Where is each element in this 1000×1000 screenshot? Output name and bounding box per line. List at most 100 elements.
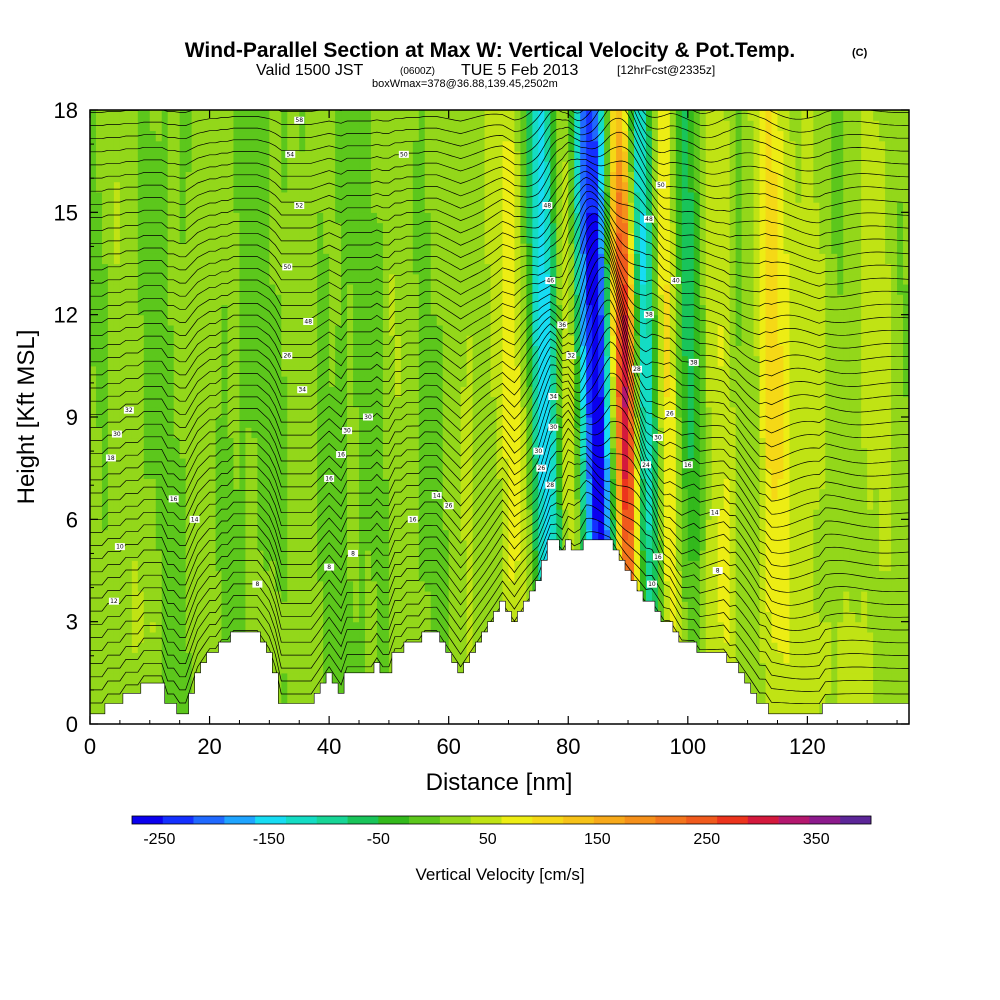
velocity-cell (233, 110, 241, 121)
velocity-cell (233, 150, 241, 162)
velocity-cell (281, 550, 288, 561)
velocity-cell (137, 263, 145, 275)
velocity-cell (370, 263, 378, 275)
velocity-cell (257, 498, 264, 510)
velocity-cell (359, 181, 366, 193)
velocity-cell (167, 263, 175, 275)
velocity-cell (418, 202, 426, 213)
velocity-cell (538, 488, 545, 500)
velocity-cell (281, 642, 288, 653)
velocity-cell (472, 355, 480, 367)
velocity-cell (311, 140, 318, 152)
velocity-cell (251, 294, 258, 306)
velocity-cell (197, 283, 205, 295)
velocity-cell (568, 161, 575, 172)
velocity-cell (221, 386, 229, 398)
velocity-cell (382, 294, 390, 306)
velocity-cell (460, 406, 468, 418)
velocity-cell (335, 539, 342, 551)
velocity-cell (520, 161, 527, 172)
velocity-cell (496, 580, 504, 592)
velocity-cell (418, 386, 426, 398)
velocity-cell (251, 335, 258, 346)
velocity-cell (179, 243, 187, 254)
velocity-cell (293, 110, 300, 121)
velocity-cell (436, 294, 444, 306)
velocity-cell (251, 324, 258, 336)
velocity-cell (245, 509, 253, 520)
velocity-cell (400, 283, 408, 295)
velocity-cell (323, 243, 330, 254)
velocity-cell (508, 212, 516, 224)
velocity-cell (370, 519, 378, 531)
velocity-cell (359, 570, 366, 582)
velocity-cell (275, 283, 282, 295)
velocity-cell (335, 335, 342, 346)
velocity-cell (149, 642, 157, 653)
velocity-cell (442, 478, 450, 490)
velocity-cell (556, 150, 563, 162)
velocity-cell (496, 417, 504, 428)
velocity-cell (364, 437, 372, 449)
velocity-cell (460, 539, 468, 551)
velocity-cell (574, 437, 581, 449)
chart-subtitle: Valid 1500 JST (0600Z) TUE 5 Feb 2013 [1… (256, 62, 715, 79)
velocity-cell (257, 406, 264, 418)
velocity-cell (233, 263, 241, 275)
velocity-cell (400, 181, 408, 193)
velocity-cell (466, 212, 474, 224)
velocity-cell (370, 345, 378, 357)
velocity-cell (430, 570, 438, 582)
velocity-cell (364, 529, 372, 541)
velocity-cell (149, 253, 157, 265)
velocity-cell (400, 294, 408, 306)
velocity-cell (406, 222, 414, 234)
velocity-cell (287, 550, 294, 561)
velocity-cell (203, 232, 211, 244)
velocity-cell (95, 406, 103, 418)
velocity-cell (568, 324, 575, 336)
velocity-cell (281, 283, 288, 295)
velocity-cell (287, 672, 294, 684)
velocity-cell (233, 539, 241, 551)
velocity-cell (472, 314, 480, 326)
velocity-cell (245, 130, 253, 142)
velocity-cell (90, 365, 97, 377)
velocity-cell (436, 580, 444, 592)
velocity-cell (359, 150, 366, 162)
velocity-cell (215, 601, 223, 613)
velocity-cell (155, 181, 163, 193)
velocity-cell (580, 478, 587, 490)
velocity-cell (406, 120, 414, 132)
velocity-cell (245, 120, 253, 132)
velocity-cell (454, 529, 462, 541)
velocity-cell (472, 202, 480, 213)
velocity-cell (191, 150, 199, 162)
velocity-cell (406, 550, 414, 561)
velocity-cell (478, 150, 486, 162)
velocity-cell (580, 171, 587, 183)
velocity-cell (191, 304, 199, 316)
velocity-cell (245, 570, 253, 582)
velocity-cell (323, 468, 330, 479)
velocity-cell (251, 345, 258, 357)
velocity-cell (341, 611, 348, 623)
velocity-cell (119, 222, 127, 234)
velocity-cell (281, 498, 288, 510)
velocity-cell (323, 488, 330, 500)
velocity-cell (430, 140, 438, 152)
velocity-cell (556, 457, 563, 469)
velocity-cell (490, 447, 498, 459)
velocity-cell (376, 427, 384, 439)
velocity-cell (221, 631, 229, 643)
velocity-cell (95, 662, 103, 674)
velocity-cell (574, 447, 581, 459)
velocity-cell (275, 273, 282, 285)
velocity-cell (568, 191, 575, 203)
velocity-cell (299, 590, 306, 602)
velocity-cell (508, 365, 516, 377)
velocity-cell (161, 120, 169, 132)
velocity-cell (311, 509, 318, 520)
velocity-cell (281, 110, 288, 121)
velocity-cell (209, 191, 217, 203)
